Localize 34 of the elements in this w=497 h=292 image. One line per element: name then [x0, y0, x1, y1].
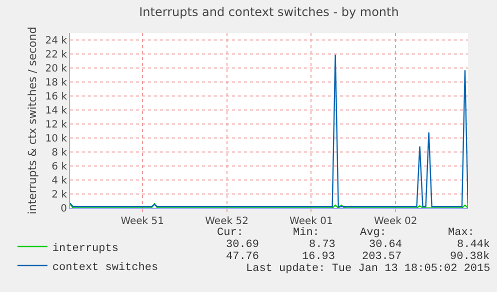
- y-tick-label: 4 k: [52, 176, 68, 186]
- y-tick-label: 0: [60, 204, 67, 214]
- y-tick-label: 20 k: [45, 64, 68, 74]
- y-tick-label: 2 k: [52, 190, 68, 200]
- x-tick-label: Week 02: [374, 216, 418, 227]
- y-tick-label: 8 k: [52, 148, 68, 158]
- text: 16.93: [302, 251, 336, 263]
- x-tick-label: Week 52: [205, 216, 248, 227]
- text: Avg:: [360, 227, 386, 239]
- chart-title: Interrupts and context switches - by month: [139, 5, 399, 20]
- text: 47.76: [226, 251, 260, 263]
- y-tick-label: 12 k: [45, 120, 68, 130]
- y-tick-label: 14 k: [45, 106, 68, 116]
- x-tick-label: Week 51: [120, 216, 164, 227]
- y-tick-label: 6 k: [52, 162, 68, 172]
- y-tick-label: 10 k: [45, 134, 68, 144]
- text: 8.73: [309, 239, 336, 251]
- text: 8.44k: [457, 239, 490, 251]
- legend-label: context switches: [52, 262, 158, 274]
- text: Cur:: [217, 227, 244, 239]
- y-tick-label: 16 k: [45, 92, 68, 102]
- x-tick-label: Week 01: [290, 216, 333, 227]
- text: 30.64: [369, 239, 402, 251]
- text: 203.57: [362, 251, 402, 263]
- y-tick-label: 18 k: [45, 78, 68, 88]
- text: 30.69: [226, 239, 260, 251]
- text: Max:: [448, 227, 474, 239]
- text: Last update: Tue Jan 13 18:05:02 2015: [246, 263, 490, 275]
- legend-label: interrupts: [52, 242, 118, 255]
- y-tick-label: 24 k: [45, 36, 68, 46]
- y-axis-title: interrupts & ctx switches / second: [26, 26, 39, 214]
- text: 90.38k: [450, 251, 490, 263]
- text: Min:: [293, 227, 320, 239]
- y-tick-label: 22 k: [45, 50, 68, 60]
